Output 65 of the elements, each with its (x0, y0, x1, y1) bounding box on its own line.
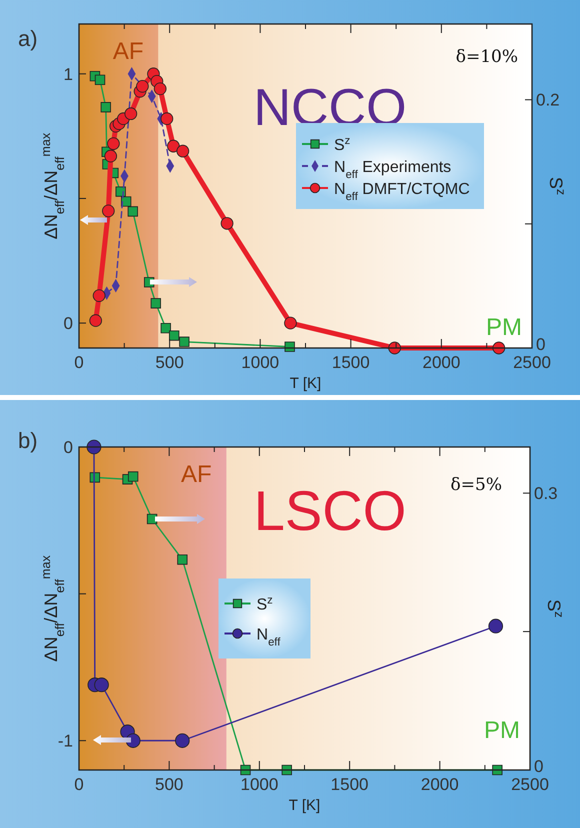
text: a) (18, 26, 38, 51)
x-tick-label: 500 (155, 353, 184, 372)
legend-label: S$^{z}$ (334, 135, 351, 154)
x-tick-label: 500 (155, 775, 184, 794)
point (179, 336, 190, 347)
point (128, 471, 138, 482)
legend-label: N$_{eff}$ DMFT/CTQMC (334, 181, 470, 203)
band-label: AF (112, 38, 144, 65)
annotation: LSCO (254, 479, 406, 542)
y-tick-label: 1 (64, 64, 73, 84)
point (488, 618, 504, 634)
x-tick-label: 2500 (513, 353, 551, 372)
annotation: δ=5% (450, 475, 502, 495)
band-label: AF (181, 461, 212, 488)
y2-tick-label: 0.2 (536, 90, 560, 110)
point (154, 82, 166, 96)
point (104, 150, 118, 162)
point (128, 206, 138, 217)
point (92, 289, 106, 302)
y-tick-label: 0 (64, 438, 73, 457)
x-axis-title: T [K] (290, 375, 322, 392)
point (388, 342, 401, 354)
x-tick-label: 1000 (241, 353, 280, 372)
point (168, 330, 180, 341)
point (175, 733, 190, 748)
annotation: PM (486, 314, 522, 341)
point (136, 80, 149, 93)
x-axis-title: T [K] (288, 797, 320, 814)
text: b) (18, 428, 38, 453)
annotation: δ=10% (456, 47, 518, 67)
x-tick-label: 2500 (511, 775, 549, 794)
y2-tick-label: 0.3 (534, 484, 558, 504)
legend-label: S$^{z}$ (256, 594, 274, 614)
point (160, 322, 171, 334)
point (94, 678, 109, 692)
point (167, 140, 180, 152)
point (176, 144, 190, 158)
y2-tick-label: 0 (534, 757, 544, 776)
point (177, 554, 188, 565)
x-tick-label: 1500 (330, 775, 369, 794)
point (150, 298, 161, 308)
y-tick-label: -1 (58, 732, 73, 751)
point (492, 764, 502, 776)
point (284, 342, 295, 352)
point (284, 316, 297, 330)
x-tick-label: 2000 (420, 775, 459, 794)
point (492, 342, 506, 354)
y-tick-label: 0 (64, 314, 73, 334)
point (160, 112, 174, 126)
point (102, 204, 115, 218)
point (86, 440, 102, 454)
point (94, 74, 106, 86)
x-tick-label: 1500 (332, 353, 370, 372)
point (100, 102, 111, 112)
legend-label: N$_{eff}$ Experiments (334, 159, 452, 181)
point (220, 217, 234, 230)
point (107, 137, 120, 150)
x-tick-label: 2000 (422, 353, 460, 372)
point (89, 314, 102, 327)
point (124, 107, 138, 120)
legend-label: N$_{eff}$ (256, 626, 282, 648)
annotation: PM (484, 717, 520, 744)
x-tick-label: 1000 (240, 775, 278, 794)
point (282, 764, 292, 776)
y2-tick-label: 0 (536, 335, 546, 354)
